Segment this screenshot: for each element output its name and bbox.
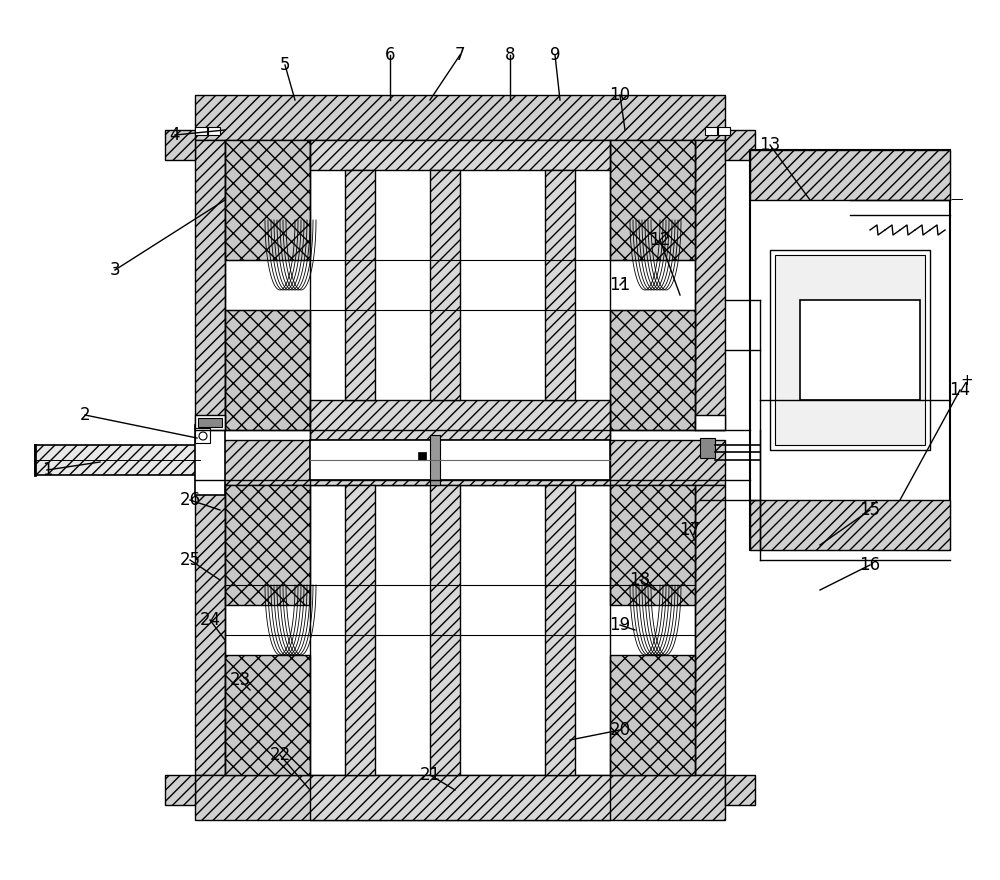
Bar: [800, 300, 920, 400]
Bar: [165, 775, 195, 805]
Bar: [345, 485, 375, 775]
Text: 11: 11: [609, 276, 631, 294]
Text: 19: 19: [609, 616, 631, 634]
Bar: [750, 150, 950, 550]
Text: 1: 1: [42, 461, 52, 479]
Bar: [310, 400, 610, 440]
Bar: [430, 170, 460, 400]
Bar: [695, 140, 725, 430]
Text: 18: 18: [629, 571, 651, 589]
Text: 2: 2: [80, 406, 90, 424]
Text: 20: 20: [609, 721, 631, 739]
Bar: [195, 485, 225, 775]
Bar: [225, 655, 310, 775]
Bar: [208, 127, 220, 135]
Text: 6: 6: [385, 46, 395, 64]
Bar: [198, 418, 222, 427]
Bar: [195, 425, 225, 495]
Bar: [725, 775, 755, 805]
Bar: [610, 310, 695, 430]
Text: —: —: [950, 194, 962, 207]
Text: +: +: [960, 372, 973, 387]
Bar: [775, 255, 925, 445]
Bar: [195, 440, 725, 485]
Text: 22: 22: [269, 746, 291, 764]
Bar: [195, 428, 210, 443]
Bar: [770, 250, 930, 450]
Bar: [195, 140, 225, 430]
Text: 3: 3: [110, 261, 120, 279]
Bar: [195, 127, 207, 135]
Bar: [345, 170, 375, 400]
Text: 21: 21: [419, 766, 441, 784]
Text: 23: 23: [229, 671, 251, 689]
Text: 4: 4: [170, 126, 180, 144]
Bar: [225, 140, 310, 260]
Bar: [705, 127, 717, 135]
Text: 26: 26: [179, 491, 201, 509]
Bar: [35, 445, 200, 475]
Text: 13: 13: [759, 136, 781, 154]
Bar: [725, 130, 755, 160]
Bar: [310, 140, 610, 170]
Text: 10: 10: [609, 86, 631, 104]
Text: 12: 12: [649, 231, 671, 249]
Bar: [310, 440, 610, 485]
Bar: [718, 127, 730, 135]
Bar: [695, 415, 725, 430]
Bar: [750, 150, 950, 200]
Text: 17: 17: [679, 521, 701, 539]
Text: 24: 24: [199, 611, 221, 629]
Bar: [610, 655, 695, 775]
Bar: [430, 485, 460, 775]
Bar: [225, 485, 310, 605]
Bar: [610, 485, 695, 605]
Text: 8: 8: [505, 46, 515, 64]
Bar: [310, 440, 610, 480]
Bar: [700, 438, 715, 458]
Bar: [418, 452, 426, 460]
Text: 5: 5: [280, 56, 290, 74]
Bar: [430, 435, 440, 485]
Bar: [750, 500, 950, 550]
Text: 7: 7: [455, 46, 465, 64]
Text: 14: 14: [949, 381, 971, 399]
Text: 16: 16: [859, 556, 881, 574]
Bar: [545, 485, 575, 775]
Bar: [195, 415, 225, 430]
Bar: [195, 95, 725, 140]
Bar: [545, 170, 575, 400]
Bar: [310, 775, 610, 820]
Bar: [610, 140, 695, 260]
Bar: [225, 310, 310, 430]
Bar: [695, 485, 725, 775]
Bar: [195, 775, 725, 820]
Text: 25: 25: [179, 551, 201, 569]
Bar: [165, 130, 195, 160]
Text: 15: 15: [859, 501, 881, 519]
Text: 9: 9: [550, 46, 560, 64]
